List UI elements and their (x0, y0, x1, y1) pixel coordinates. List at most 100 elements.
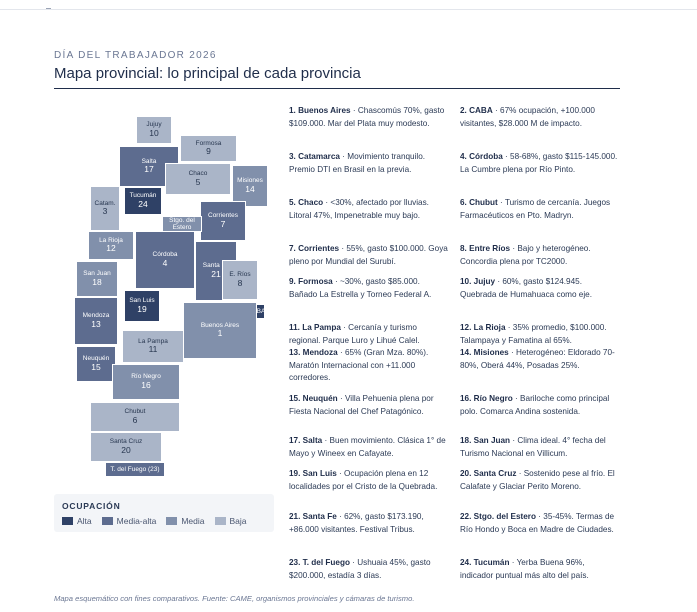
legend-item: Media-alta (101, 516, 157, 526)
province-number: 7 (220, 218, 226, 229)
legend-swatch (214, 517, 226, 525)
entry-text: · 67% ocupación, +100.000 visitantes, $2… (460, 106, 595, 128)
occupancy-legend: OCUPACIÓN Alta Media-alta Media Baja (54, 494, 274, 532)
entry-heading: 5. Chaco (289, 198, 324, 207)
province-tile: Jujuy 10 (136, 116, 172, 144)
province-entry: 13. Mendoza · 65% (Gran Mza. 80%). Marat… (289, 347, 449, 385)
province-tile: Corrientes 7 (200, 201, 246, 241)
province-name: Corrientes (208, 212, 238, 220)
province-number: 24 (138, 198, 148, 209)
province-entry: 21. Santa Fe · 62%, gasto $173.190, +86.… (289, 511, 449, 536)
legend-swatch (166, 517, 178, 525)
province-tile: Chubut 6 (90, 402, 180, 432)
entry-heading: 22. Stgo. del Estero (460, 512, 536, 521)
province-number: 6 (132, 414, 138, 425)
province-name: La Pampa (138, 337, 168, 345)
province-number: 17 (144, 164, 154, 175)
province-tile: Tucumán 24 (124, 187, 162, 215)
province-name: La Rioja (99, 236, 123, 244)
province-name: Chaco (188, 170, 208, 178)
province-entry: 7. Corrientes · 55%, gasto $100.000. Goy… (289, 243, 449, 268)
entry-text: · Cercanía y turismo regional. Parque Lu… (289, 323, 420, 345)
entry-text: · 58-68%, gasto $115-145.000. La Cumbre … (460, 152, 618, 174)
province-tile: San Luis 19 (124, 290, 160, 322)
province-number: 20 (121, 444, 131, 455)
province-entry: 17. Salta · Buen movimiento. Clásica 1° … (289, 435, 449, 460)
province-name: Misiones (237, 177, 263, 185)
province-number: 8 (237, 277, 243, 288)
province-entry: 3. Catamarca · Movimiento tranquilo. Pre… (289, 151, 449, 176)
entry-text: · Villa Pehuenia plena por Fiesta Nacion… (289, 394, 434, 416)
entry-text: · Bariloche como principal polo. Comarca… (460, 394, 610, 416)
eyebrow: DÍA DEL TRABAJADOR 2026 (54, 50, 217, 61)
province-number: 1 (217, 328, 223, 339)
entry-text: · Clima ideal. 4° fecha del Turismo Naci… (460, 436, 606, 458)
province-number: 3 (102, 206, 108, 217)
entry-heading: 4. Córdoba (460, 152, 503, 161)
province-entry: 23. T. del Fuego · Ushuaia 45%, gasto $2… (289, 557, 449, 582)
entry-text: · 62%, gasto $173.190, +86.000 visitante… (289, 512, 424, 534)
province-number: 5 (195, 176, 201, 187)
entry-heading: 20. Santa Cruz (460, 469, 517, 478)
province-number: 14 (245, 183, 255, 194)
province-name: Salta (141, 157, 157, 165)
province-number: 4 (162, 257, 168, 268)
province-entry: 20. Santa Cruz · Sostenido pese al frío.… (460, 468, 620, 493)
province-entry: 8. Entre Ríos · Bajo y heterogéneo. Conc… (460, 243, 620, 268)
province-tile: Stgo. del Estero (162, 216, 202, 232)
province-tile: La Rioja 12 (88, 231, 134, 260)
entry-text: · 35-45%. Termas de Río Hondo y Boca en … (460, 512, 615, 534)
entry-text: · Sostenido pese al frío. El Calafate y … (460, 469, 615, 491)
province-number: 21 (211, 268, 221, 279)
province-number: 10 (149, 127, 159, 138)
legend-items: Alta Media-alta Media Baja (62, 516, 247, 526)
province-tile: Mendoza 13 (74, 297, 118, 345)
province-name: Mendoza (82, 312, 110, 320)
entry-heading: 10. Jujuy (460, 277, 496, 286)
province-number: 12 (106, 243, 116, 254)
entry-heading: 2. CABA (460, 106, 493, 115)
entry-text: · Heterogéneo: Eldorado 70-80%, Oberá 44… (460, 348, 615, 370)
entry-heading: 8. Entre Ríos (460, 244, 511, 253)
province-name: Catam. (94, 199, 116, 207)
province-tile: Córdoba 4 (135, 231, 195, 289)
entry-heading: 7. Corrientes (289, 244, 340, 253)
legend-label: Media-alta (116, 516, 157, 526)
province-name: Córdoba (152, 251, 178, 259)
entry-heading: 14. Misiones (460, 348, 509, 357)
province-entry: 9. Formosa · ~30%, gasto $85.000. Bañado… (289, 276, 449, 301)
province-name: Formosa (195, 139, 222, 147)
legend-title: OCUPACIÓN (62, 501, 121, 511)
province-tile: Chaco 5 (165, 163, 231, 195)
entry-heading: 9. Formosa (289, 277, 333, 286)
province-number: 19 (137, 303, 147, 314)
entry-heading: 1. Buenos Aires (289, 106, 351, 115)
province-map: Jujuy 10 Formosa 9 Salta 17 Chaco 5 Misiones 14 Ca… (0, 0, 270, 490)
province-entry: 12. La Rioja · 35% promedio, $100.000. T… (460, 322, 620, 347)
province-entry: 2. CABA · 67% ocupación, +100.000 visita… (460, 105, 620, 130)
province-name: Jujuy (146, 121, 162, 129)
province-tile: E. Ríos 8 (222, 260, 258, 300)
province-name: Santa Fe (202, 262, 230, 270)
entry-text: · 55%, gasto $100.000. Goya pleno por Mu… (289, 244, 448, 266)
province-name: Tucumán (129, 192, 157, 200)
entry-heading: 12. La Rioja (460, 323, 506, 332)
province-tile: Formosa 9 (180, 135, 237, 162)
province-name: Buenos Aires (200, 321, 240, 329)
entry-text: · Chascomús 70%, gasto $109.000. Mar del… (289, 106, 445, 128)
legend-label: Media (181, 516, 205, 526)
entry-heading: 16. Río Negro (460, 394, 513, 403)
province-name: Río Negro (131, 373, 161, 381)
entry-text: · Yerba Buena 96%, indicador puntual más… (460, 558, 589, 580)
province-entry: 22. Stgo. del Estero · 35-45%. Termas de… (460, 511, 620, 536)
entry-text: · <30%, afectado por lluvias. Litoral 47… (289, 198, 429, 220)
province-number: 16 (141, 379, 151, 390)
province-tile: San Juan 18 (76, 261, 118, 297)
footer-note: Mapa esquemático con fines comparativos.… (54, 594, 415, 603)
legend-item: Media (166, 516, 205, 526)
entry-heading: 11. La Pampa (289, 323, 341, 332)
page-title: Mapa provincial: lo principal de cada pr… (54, 65, 361, 82)
province-name: Santa Cruz (109, 438, 143, 446)
province-name: Chubut (124, 408, 146, 416)
entry-heading: 6. Chubut (460, 198, 498, 207)
